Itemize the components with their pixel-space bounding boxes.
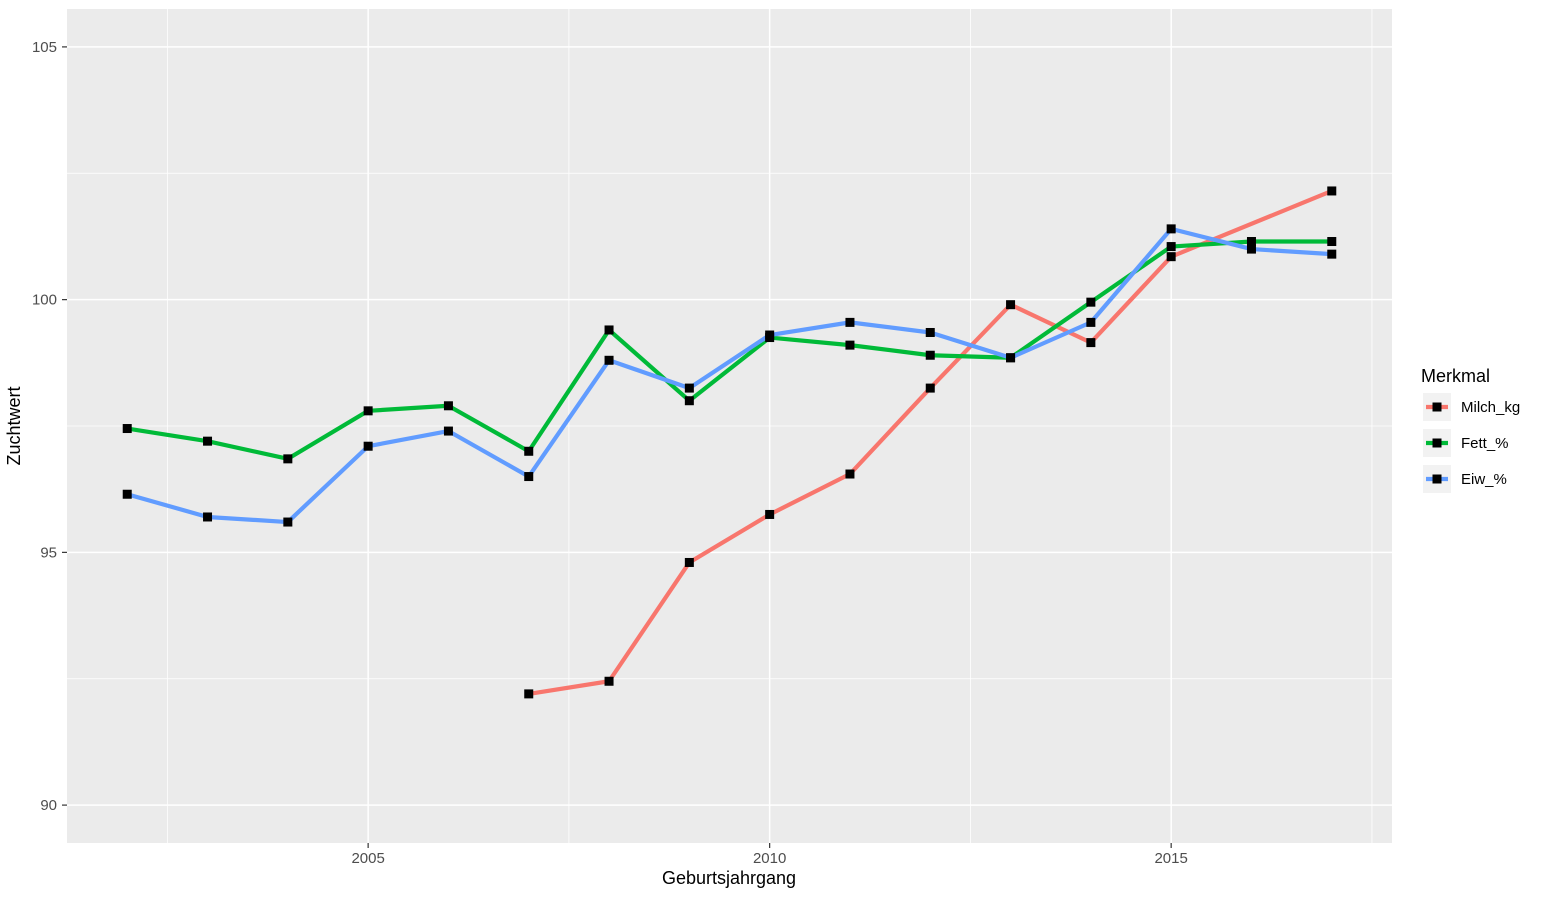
data-point — [203, 436, 213, 446]
x-tick-label: 2005 — [351, 850, 384, 867]
legend-key-point — [1432, 474, 1442, 484]
legend-title: Merkmal — [1421, 366, 1490, 386]
y-tick-label: 95 — [40, 544, 57, 561]
data-point — [925, 350, 935, 360]
legend: Milch_kg Fett_% Eiw_% — [1423, 393, 1520, 493]
data-point — [1086, 297, 1096, 307]
data-point — [363, 441, 373, 451]
data-point — [524, 446, 534, 456]
data-point — [765, 509, 775, 519]
data-point — [925, 383, 935, 393]
data-point — [283, 454, 293, 464]
data-point — [604, 355, 614, 365]
series-points — [122, 186, 1337, 699]
legend-item-label: Milch_kg — [1461, 399, 1520, 416]
data-point — [925, 327, 935, 337]
data-point — [283, 517, 293, 527]
series-line-Eiw_% — [126, 226, 1332, 525]
legend-item-label: Eiw_% — [1461, 471, 1507, 488]
data-point — [122, 489, 132, 499]
data-point — [1166, 252, 1176, 262]
data-point — [765, 330, 775, 340]
y-axis-title: Zuchtwert — [4, 386, 24, 465]
data-point — [1086, 338, 1096, 348]
data-point — [1246, 237, 1256, 247]
legend-item-Fett_%: Fett_% — [1423, 429, 1509, 457]
data-point — [684, 557, 694, 567]
data-point — [845, 317, 855, 327]
data-point — [1327, 237, 1337, 247]
x-tick-label: 2010 — [753, 850, 786, 867]
data-point — [1246, 244, 1256, 254]
legend-item-Eiw_%: Eiw_% — [1423, 465, 1507, 493]
legend-key-point — [1432, 438, 1442, 448]
data-point — [1006, 353, 1016, 363]
data-point — [203, 512, 213, 522]
data-point — [1086, 317, 1096, 327]
series-points-Eiw_% — [122, 224, 1337, 527]
data-point — [524, 472, 534, 482]
series-line-Milch_kg — [528, 189, 1333, 696]
data-point — [1006, 300, 1016, 310]
x-tick-label: 2015 — [1154, 850, 1187, 867]
data-point — [443, 401, 453, 411]
legend-item-Milch_kg: Milch_kg — [1423, 393, 1520, 421]
data-point — [684, 396, 694, 406]
major-gridlines — [67, 9, 1392, 843]
data-point — [845, 340, 855, 350]
data-point — [524, 689, 534, 699]
data-point — [1327, 249, 1337, 259]
data-point — [604, 676, 614, 686]
minor-gridlines — [67, 9, 1392, 843]
data-point — [604, 325, 614, 335]
y-tick-label: 105 — [32, 39, 57, 56]
y-tick-label: 90 — [40, 797, 57, 814]
legend-key-point — [1432, 402, 1442, 412]
series-points-Milch_kg — [524, 186, 1337, 699]
y-tick-label: 100 — [32, 292, 57, 309]
x-axis-title: Geburtsjahrgang — [662, 868, 796, 888]
series-lines — [126, 189, 1333, 696]
data-point — [845, 469, 855, 479]
legend-item-label: Fett_% — [1461, 435, 1509, 452]
data-point — [363, 406, 373, 416]
data-point — [122, 424, 132, 434]
data-point — [1327, 186, 1337, 196]
data-point — [443, 426, 453, 436]
data-point — [1166, 242, 1176, 252]
data-point — [1166, 224, 1176, 234]
data-point — [684, 383, 694, 393]
axis-ticks: 2005 2010 2015 90 95 100 105 — [32, 39, 1188, 867]
